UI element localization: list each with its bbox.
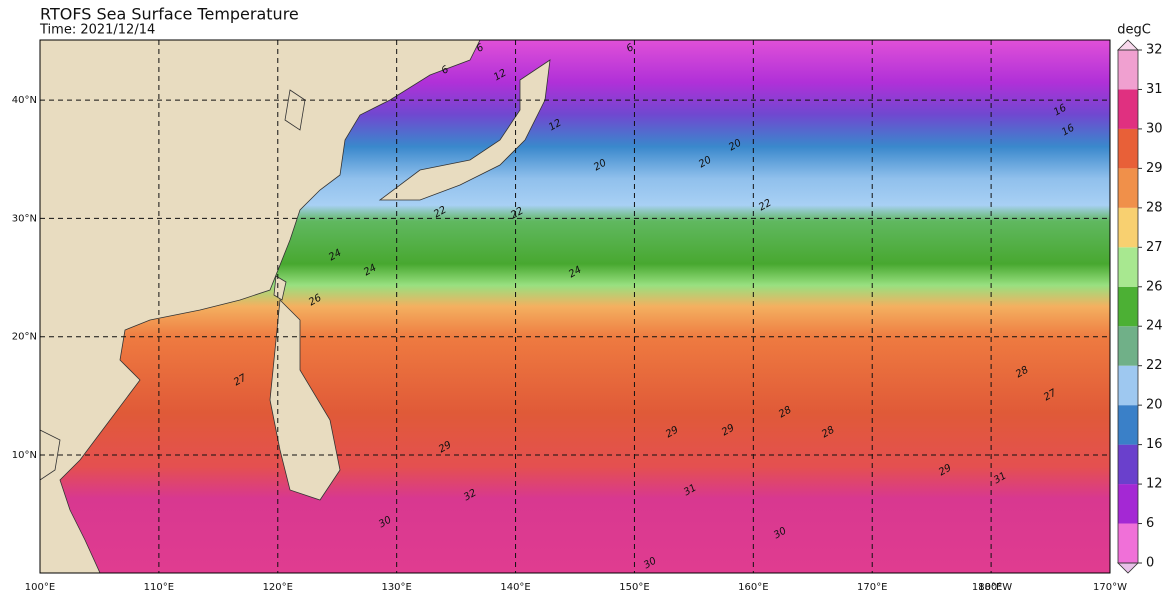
contour-label: 6 [440, 64, 451, 77]
map-frame [39, 39, 1111, 574]
lon-label: 100°E [25, 582, 55, 593]
lat-label: 40°N [12, 95, 37, 106]
lon-label: 120°E [263, 582, 293, 593]
contour-label: 6 [475, 42, 486, 55]
colorbar-tick-label: 6 [1146, 516, 1154, 531]
land-korea [284, 89, 306, 131]
colorbar-segment [1118, 286, 1138, 327]
land-asia [39, 39, 481, 574]
lat-label: 20°N [12, 332, 37, 343]
colorbar-tick-label: 0 [1146, 556, 1154, 571]
colorbar-frame [1117, 49, 1139, 564]
colorbar-segment [1118, 523, 1138, 563]
colorbar-tick-label: 24 [1146, 319, 1163, 334]
title: RTOFS Sea Surface Temperature [40, 5, 299, 24]
colorbar-segment [1118, 50, 1138, 90]
colorbar-segment [1118, 484, 1138, 524]
colorbar-label: degC [1117, 23, 1151, 38]
colorbar-segment [1118, 128, 1138, 169]
land-philippines [269, 299, 341, 501]
subtitle: Time: 2021/12/14 [39, 23, 155, 38]
lon-label: 140°E [500, 582, 530, 593]
colorbar-segment [1118, 365, 1138, 406]
lon-label: 180°W [978, 582, 1012, 593]
colorbar-segment [1118, 326, 1138, 366]
colorbar-tick-label: 31 [1146, 82, 1163, 97]
colorbar-tick-label: 28 [1146, 200, 1163, 215]
lon-label: 170°W [1093, 582, 1127, 593]
lon-label: 160°E [738, 582, 768, 593]
lat-label: 10°N [12, 450, 37, 461]
lon-label: 130°E [381, 582, 411, 593]
colorbar-tick-label: 16 [1146, 437, 1163, 452]
lon-label: 180°E [972, 582, 1002, 593]
colorbar-segment [1118, 168, 1138, 208]
colorbar-tick-label: 30 [1146, 121, 1163, 136]
colorbar-segment [1118, 89, 1138, 129]
colorbar-segment [1118, 247, 1138, 287]
colorbar-segment [1118, 444, 1138, 485]
contour-label: 6 [625, 42, 636, 55]
colorbar-cap [1117, 39, 1139, 51]
colorbar-segment [1118, 405, 1138, 445]
colorbar-cap [1117, 562, 1139, 574]
lon-label: 170°E [857, 582, 887, 593]
lon-label: 110°E [144, 582, 174, 593]
colorbar-tick-label: 26 [1146, 279, 1163, 294]
colorbar-tick-label: 27 [1146, 240, 1163, 255]
land-taiwan [273, 275, 287, 301]
lat-label: 30°N [12, 213, 37, 224]
colorbar-tick-label: 32 [1146, 43, 1163, 58]
colorbar-tick-label: 29 [1146, 161, 1163, 176]
colorbar-segment [1118, 207, 1138, 248]
colorbar-tick-label: 22 [1146, 358, 1163, 373]
colorbar-tick-label: 12 [1146, 477, 1163, 492]
colorbar-tick-label: 20 [1146, 398, 1163, 413]
lon-label: 150°E [619, 582, 649, 593]
